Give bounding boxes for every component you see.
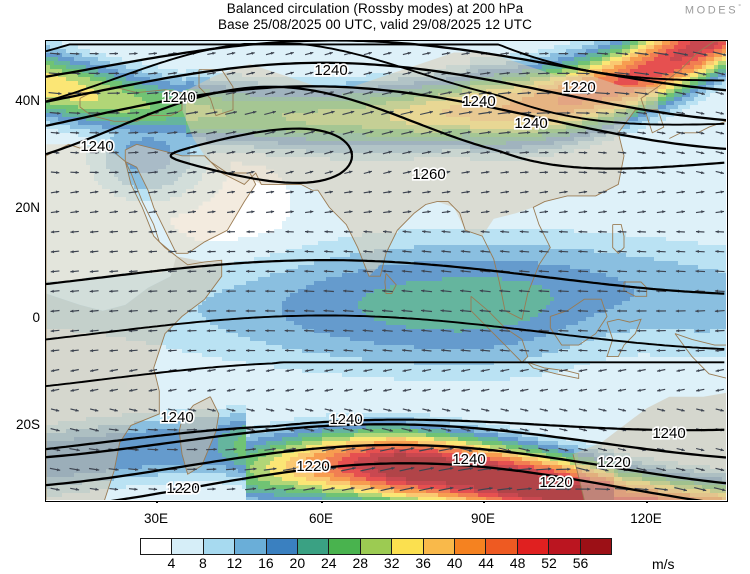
contour-label: 1240 — [328, 409, 365, 429]
colorbar-tick: 36 — [415, 555, 431, 571]
contour-label: 1220 — [165, 478, 202, 498]
colorbar-swatch-2 — [203, 539, 236, 554]
colorbar-tick: 56 — [573, 555, 589, 571]
colorbar-tick: 40 — [447, 555, 463, 571]
colorbar-unit-label: m/s — [652, 556, 675, 572]
contour-label: 1240 — [513, 113, 550, 133]
chart-subtitle: Base 25/08/2025 00 UTC, valid 29/08/2025… — [0, 17, 750, 32]
colorbar-tick: 16 — [258, 555, 274, 571]
colorbar-swatch-0 — [141, 539, 173, 554]
x-tick-label-90e: 90E — [453, 511, 513, 526]
x-tick-label-30e: 30E — [126, 511, 186, 526]
colorbar-swatch-10 — [455, 539, 487, 554]
colorbar — [140, 538, 612, 555]
colorbar-tick: 8 — [199, 555, 207, 571]
colorbar-tick: 48 — [510, 555, 526, 571]
colorbar-swatch-14 — [580, 539, 612, 554]
colorbar-tick: 28 — [352, 555, 368, 571]
y-tick-label-40n: 40N — [0, 93, 40, 108]
map-canvas: 1240 1240 1240 1240 1240 1220 1260 1240 1240 1220… — [46, 41, 726, 500]
colorbar-tick-labels: 4 8 12 16 20 24 28 32 36 40 44 48 52 56 — [140, 555, 612, 573]
colorbar-swatch-3 — [235, 539, 267, 554]
coastline-layer — [46, 41, 726, 500]
colorbar-tick: 32 — [384, 555, 400, 571]
colorbar-tick: 4 — [168, 555, 176, 571]
contour-label: 1240 — [461, 91, 498, 111]
colorbar-tick: 12 — [227, 555, 243, 571]
colorbar-tick: 20 — [290, 555, 306, 571]
x-tick-label-60e: 60E — [291, 511, 351, 526]
colorbar-swatch-7 — [360, 539, 393, 554]
contour-label: 1240 — [651, 423, 688, 443]
contour-label: 1240 — [451, 449, 488, 469]
contour-label: 1220 — [561, 77, 598, 97]
modes-logo-mark: ° — [738, 4, 741, 11]
contour-label: 1260 — [411, 164, 448, 184]
y-tick-label-20s: 20S — [0, 417, 40, 432]
contour-label: 1240 — [313, 60, 350, 80]
modes-logo: MODES° — [685, 4, 741, 17]
colorbar-swatch-8 — [392, 539, 424, 554]
colorbar-swatch-1 — [172, 539, 204, 554]
colorbar-swatch-4 — [266, 539, 299, 554]
contour-label: 1220 — [596, 452, 633, 472]
colorbar-swatch-6 — [329, 539, 361, 554]
y-tick-label-0: 0 — [0, 310, 40, 325]
colorbar-swatch-13 — [549, 539, 581, 554]
contour-label: 1240 — [79, 136, 116, 156]
modes-logo-text: MODES — [685, 5, 738, 17]
contour-label: 1220 — [538, 472, 575, 492]
colorbar-swatch-5 — [298, 539, 330, 554]
height-contour-layer — [46, 41, 726, 500]
map-plot-area: 1240 1240 1240 1240 1240 1220 1260 1240 1240 1220… — [45, 40, 728, 502]
chart-title: Balanced circulation (Rossby modes) at 2… — [0, 1, 750, 16]
colorbar-tick: 52 — [541, 555, 557, 571]
colorbar-swatch-12 — [517, 539, 550, 554]
contour-label: 1220 — [295, 456, 332, 476]
contour-label: 1240 — [161, 87, 198, 107]
y-tick-label-20n: 20N — [0, 200, 40, 215]
x-tick-label-120e: 120E — [616, 511, 676, 526]
contour-label: 1240 — [159, 407, 196, 427]
colorbar-tick: 24 — [321, 555, 337, 571]
colorbar-tick: 44 — [478, 555, 494, 571]
contour-label-layer: 1240 1240 1240 1240 1240 1220 1260 1240 1240 1220… — [79, 60, 688, 498]
colorbar-swatch-9 — [423, 539, 456, 554]
colorbar-swatch-11 — [486, 539, 518, 554]
